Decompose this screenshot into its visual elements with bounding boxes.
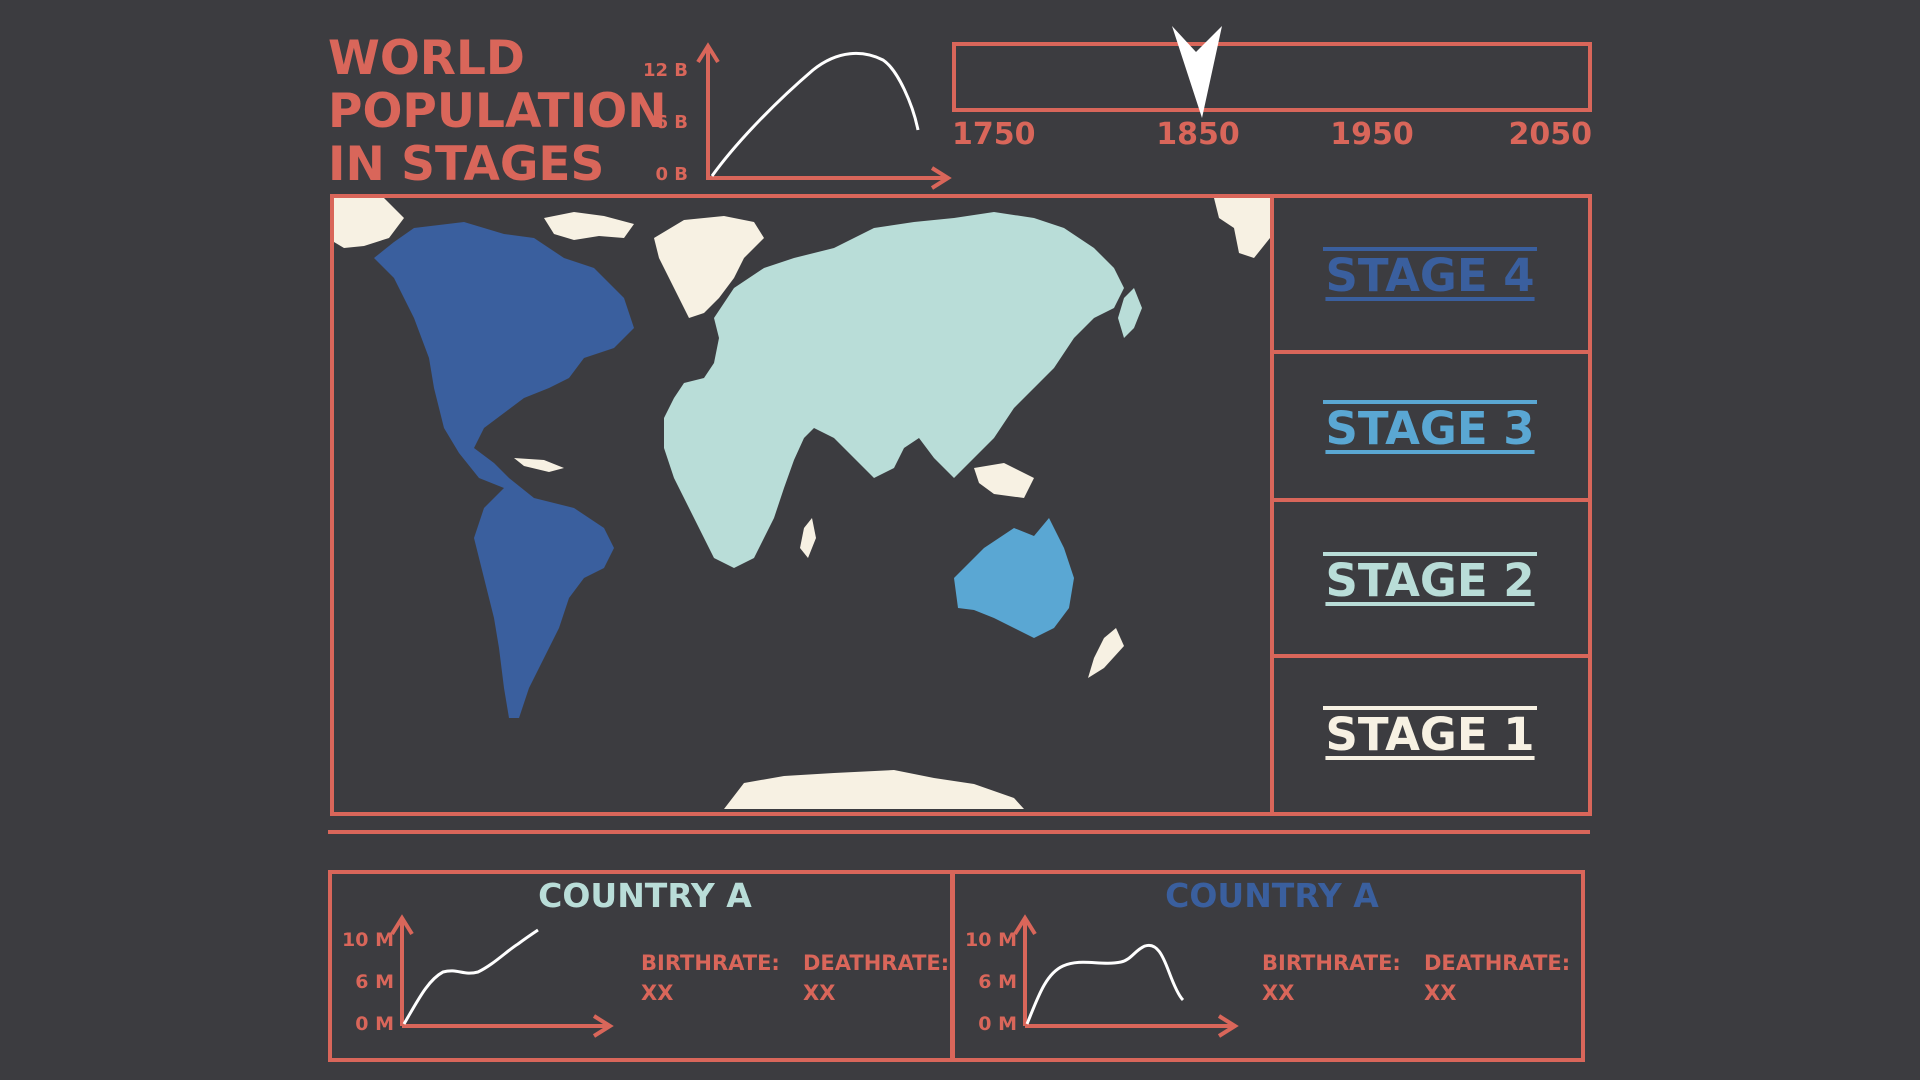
y-axis-arrow-icon — [390, 914, 414, 936]
section-divider — [328, 830, 1590, 834]
title-line: POPULATION — [328, 84, 667, 139]
stage-legend: STAGE 4 STAGE 3 STAGE 2 STAGE 1 — [1272, 196, 1588, 808]
map-frame — [330, 194, 1592, 816]
population-curve — [710, 51, 920, 177]
deathrate-label: DEATHRATE: — [1424, 951, 1571, 975]
birthrate-value: XX — [641, 981, 674, 1005]
greenland[interactable] — [654, 216, 764, 318]
country-population-chart: 10 M 6 M 0 M — [965, 914, 1239, 1038]
stage-row-3[interactable]: STAGE 3 — [1272, 354, 1588, 500]
antarctica[interactable] — [724, 770, 1024, 809]
japan[interactable] — [1118, 288, 1142, 338]
deathrate-value: XX — [803, 981, 836, 1005]
timeline-tick-1750: 1750 — [952, 117, 1036, 152]
y-tick-label: 6 M — [978, 971, 1017, 993]
title-line: WORLD — [328, 31, 525, 86]
y-axis-arrow-icon — [1013, 914, 1037, 936]
deathrate-label: DEATHRATE: — [803, 951, 950, 975]
x-axis-arrow-icon — [1217, 1014, 1239, 1038]
y-tick-label: 10 M — [342, 929, 394, 951]
caribbean[interactable] — [514, 458, 564, 472]
timeline-track[interactable] — [952, 42, 1592, 112]
y-tick-label: 6 M — [355, 971, 394, 993]
region-oceania[interactable] — [954, 518, 1074, 638]
deathrate-stat: DEATHRATE: XX — [1424, 948, 1570, 1008]
country-curve — [402, 928, 539, 1025]
y-tick-label: 0 M — [978, 1013, 1017, 1035]
world-map[interactable] — [334, 198, 1270, 809]
new-zealand[interactable] — [1088, 628, 1124, 678]
population-chart: 12 B 6 B 0 B — [643, 42, 952, 190]
country-population-chart: 10 M 6 M 0 M — [342, 914, 614, 1038]
region-eurasia-africa[interactable] — [664, 212, 1124, 568]
canadian-islands[interactable] — [544, 212, 634, 240]
timeline-tick-2050: 2050 — [1509, 117, 1593, 152]
y-tick-label: 10 M — [965, 929, 1017, 951]
birthrate-value: XX — [1262, 981, 1295, 1005]
birthrate-label: BIRTHRATE: — [641, 951, 780, 975]
x-axis-arrow-icon — [930, 166, 952, 190]
timeline-tick-1850: 1850 — [1156, 117, 1240, 152]
country-title: COUNTRY A — [538, 876, 752, 915]
y-axis-arrow-icon — [696, 42, 720, 64]
region-americas[interactable] — [374, 222, 634, 718]
y-tick-label: 6 B — [655, 112, 688, 133]
title-line: IN STAGES — [328, 137, 605, 192]
timeline-tick-1950: 1950 — [1330, 117, 1414, 152]
country-panel-frame — [951, 870, 1585, 1062]
stage-3-link[interactable]: STAGE 3 — [1323, 400, 1537, 455]
stage-row-1[interactable]: STAGE 1 — [1272, 658, 1588, 808]
country-title: COUNTRY A — [1165, 876, 1379, 915]
country-panel: COUNTRY A 10 M 6 M 0 M BIRTHRATE: XX DEA… — [328, 870, 954, 1062]
country-panel: COUNTRY A 10 M 6 M 0 M BIRTHRATE: XX DEA… — [951, 870, 1585, 1062]
stage-divider — [1272, 498, 1588, 502]
stage-2-link[interactable]: STAGE 2 — [1323, 552, 1537, 607]
birthrate-label: BIRTHRATE: — [1262, 951, 1401, 975]
deathrate-stat: DEATHRATE: XX — [803, 948, 949, 1008]
madagascar[interactable] — [800, 518, 816, 558]
y-tick-label: 0 M — [355, 1013, 394, 1035]
stage-1-link[interactable]: STAGE 1 — [1323, 706, 1537, 761]
arctic-east[interactable] — [1214, 198, 1270, 258]
birthrate-stat: BIRTHRATE: XX — [641, 948, 780, 1008]
stage-4-link[interactable]: STAGE 4 — [1323, 247, 1537, 302]
arctic-west[interactable] — [334, 198, 404, 248]
southeast-asia-islands[interactable] — [974, 463, 1034, 498]
stage-row-4[interactable]: STAGE 4 — [1272, 196, 1588, 352]
stage-row-2[interactable]: STAGE 2 — [1272, 502, 1588, 656]
page-title: WORLD POPULATION IN STAGES — [328, 32, 667, 191]
x-axis-arrow-icon — [592, 1014, 614, 1038]
country-curve — [1025, 943, 1185, 1025]
y-tick-label: 12 B — [643, 60, 688, 81]
birthrate-stat: BIRTHRATE: XX — [1262, 948, 1401, 1008]
deathrate-value: XX — [1424, 981, 1457, 1005]
stage-divider — [1272, 654, 1588, 658]
stage-divider — [1272, 350, 1588, 354]
timeline-handle-icon[interactable] — [1172, 26, 1222, 118]
y-tick-label: 0 B — [655, 164, 688, 185]
timeline-slider[interactable]: 1750 1850 1950 2050 — [940, 22, 1600, 162]
